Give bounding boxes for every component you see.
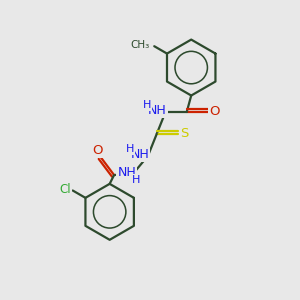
Text: CH₃: CH₃ xyxy=(130,40,150,50)
Text: Cl: Cl xyxy=(60,182,71,196)
Text: O: O xyxy=(93,144,103,158)
Text: S: S xyxy=(180,127,189,140)
Text: NH: NH xyxy=(117,166,136,178)
Text: H: H xyxy=(143,100,152,110)
Text: NH: NH xyxy=(130,148,149,161)
Text: O: O xyxy=(209,105,220,118)
Text: H: H xyxy=(125,144,134,154)
Text: NH: NH xyxy=(148,104,167,117)
Text: H: H xyxy=(132,175,140,185)
